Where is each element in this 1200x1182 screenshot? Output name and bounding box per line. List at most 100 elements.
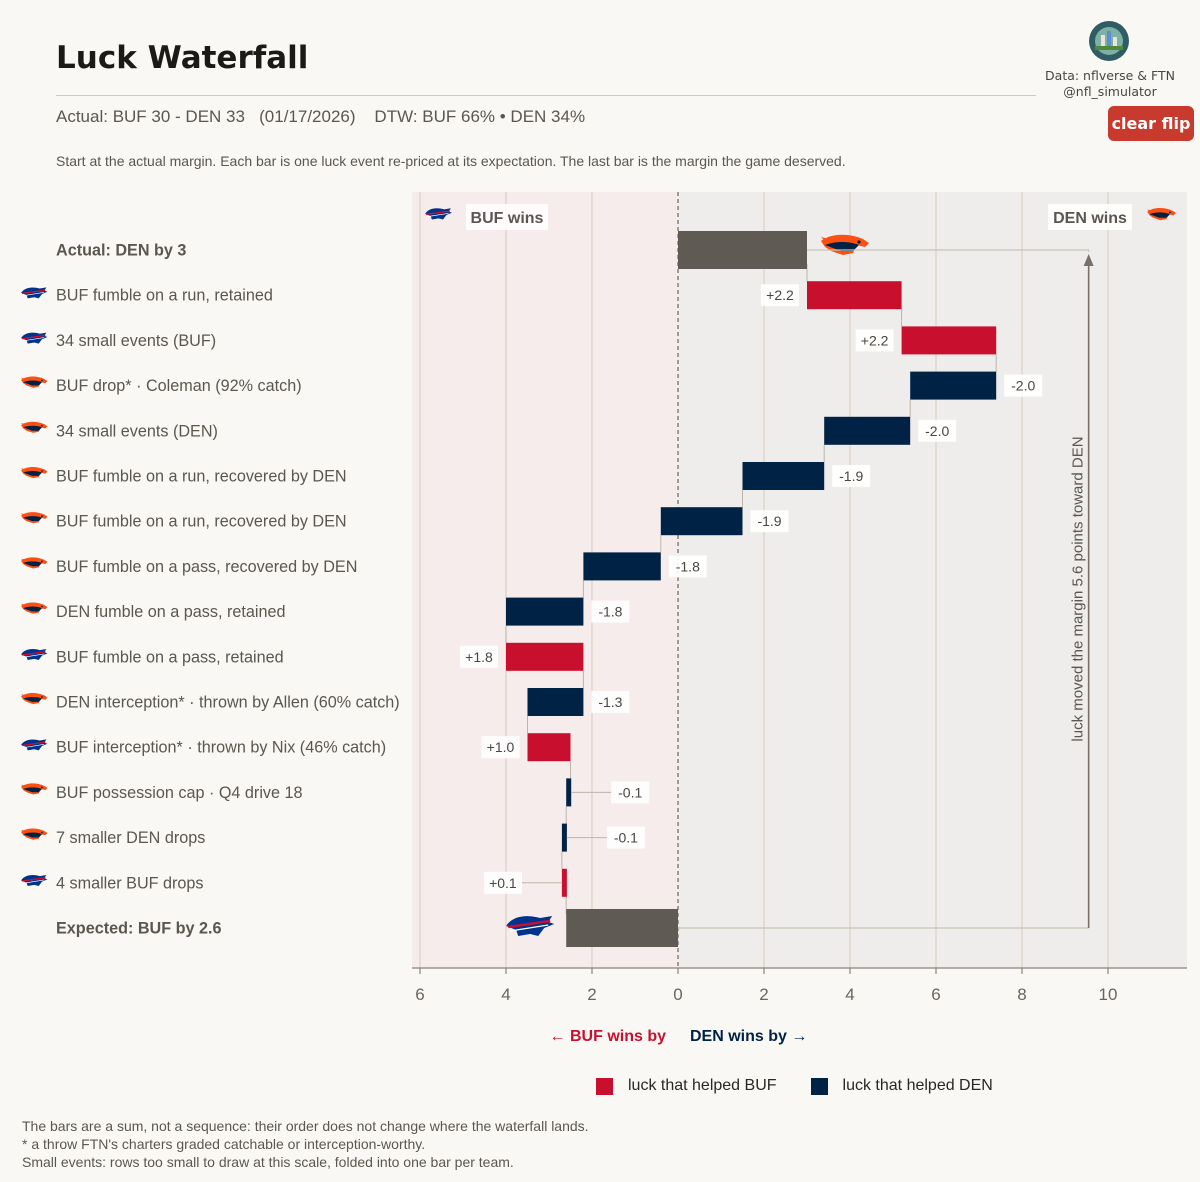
step-bar — [506, 642, 584, 671]
author-handle: @nfl_simulator — [1063, 84, 1157, 99]
delta-label: -2.0 — [1011, 378, 1035, 394]
chart-title: Luck Waterfall — [56, 40, 309, 76]
legend-label-den: luck that helped DEN — [842, 1077, 993, 1094]
delta-label: +1.8 — [465, 649, 493, 665]
x-tick-label: 2 — [587, 985, 596, 1004]
grid-lines — [419, 192, 1109, 968]
step-row-label: DEN interception* · thrown by Allen (60%… — [56, 694, 400, 712]
delta-label-bg — [483, 871, 522, 894]
bars: +2.2 +2.2 -2.0 -2.0 -1.9 -1.9 -1.8 -1.8 +1.8 -1.3… — [460, 231, 1043, 947]
row-labels: BUF wins DEN wins Actual: DEN by 3 BUF fumb… — [21, 204, 1176, 938]
x-tick-label: 6 — [931, 985, 940, 1004]
x-tick-label: 10 — [1099, 985, 1118, 1004]
delta-label-bg — [668, 555, 707, 578]
broncos-row-icon — [21, 783, 48, 795]
annotation: luck moved the margin 5.6 points toward … — [678, 249, 1094, 929]
step-row-label: 4 smaller BUF drops — [56, 874, 204, 892]
legend-swatch-buf — [596, 1077, 613, 1095]
data-source-credit: Data: nflverse & FTN @nfl_simulator — [1020, 68, 1200, 100]
den-wins-tag-bg — [1048, 204, 1132, 230]
x-tick-label: 8 — [1017, 985, 1026, 1004]
step-bar — [561, 868, 567, 897]
delta-label: +2.2 — [861, 332, 889, 348]
step-bar — [910, 371, 997, 400]
step-row-label: BUF fumble on a pass, recovered by DEN — [56, 558, 357, 576]
broncos-row-icon — [21, 692, 48, 705]
step-row-label: BUF interception* · thrown by Nix (46% c… — [56, 739, 386, 757]
annotation-top-bracket — [807, 249, 1090, 252]
delta-label: -1.9 — [839, 468, 863, 484]
x-tick-label: 2 — [759, 985, 768, 1004]
start-bar — [678, 231, 807, 269]
end-row-label: Expected: BUF by 2.6 — [56, 920, 222, 938]
broncos-row-icon — [21, 466, 48, 479]
step-row-label: BUF fumble on a run, recovered by DEN — [56, 468, 347, 486]
x-tick-label: 4 — [501, 985, 510, 1004]
delta-label: -1.3 — [598, 694, 622, 710]
bar-connectors — [505, 264, 997, 914]
x-axis-label-buf: ← BUF wins by — [550, 1028, 667, 1045]
step-bar — [742, 462, 825, 490]
nfl-simulator-logo — [1089, 21, 1129, 61]
step-row-label: 34 small events (BUF) — [56, 332, 216, 350]
broncos-row-icon — [21, 421, 48, 433]
annotation-arrowhead — [1083, 254, 1094, 266]
delta-label: -1.9 — [757, 513, 781, 529]
legend-item-buf: luck that helped BUF — [596, 1077, 777, 1095]
footnote-1: The bars are a sum, not a sequence: thei… — [22, 1118, 589, 1134]
footnote-2: * a throw FTN's charters graded catchabl… — [22, 1136, 426, 1152]
data-source-text: Data: nflverse & FTN — [1045, 68, 1175, 83]
legend-label-buf: luck that helped BUF — [628, 1077, 777, 1094]
legend-item-den: luck that helped DEN — [810, 1077, 993, 1095]
bills-endpoint-logo-icon — [506, 916, 555, 936]
delta-label: -1.8 — [598, 604, 622, 620]
buf-wins-zone-label: BUF wins — [471, 210, 544, 227]
x-axis: 6 4 2 0 2 4 6 8 10 ← BUF wins by DEN wins by → — [412, 967, 1187, 1045]
step-row-label: BUF fumble on a run, retained — [56, 287, 273, 305]
broncos-row-icon — [21, 828, 48, 840]
clear-flip-button[interactable]: clear flip — [1108, 106, 1194, 141]
den-wins-zone — [678, 192, 1187, 968]
broncos-row-icon — [21, 512, 48, 524]
step-row-label: 7 smaller DEN drops — [56, 829, 205, 847]
delta-label-bg — [591, 691, 630, 713]
bills-row-icon — [21, 332, 48, 344]
delta-label-bg — [606, 826, 645, 849]
delta-label-bg — [460, 645, 498, 668]
x-axis-label-den: DEN wins by → — [690, 1028, 807, 1045]
delta-label-bg — [855, 329, 894, 352]
legend-swatch-den — [810, 1077, 828, 1095]
step-bar — [506, 597, 584, 626]
step-bar — [660, 507, 743, 536]
bills-row-icon — [21, 739, 48, 751]
waterfall-chart: +2.2 +2.2 -2.0 -2.0 -1.9 -1.9 -1.8 -1.8 +1.8 -1.3… — [21, 192, 1187, 1045]
delta-label-bg — [481, 736, 520, 759]
delta-label: -0.1 — [618, 784, 642, 800]
game-subtitle: Actual: BUF 30 - DEN 33 (01/17/2026) DTW… — [56, 107, 586, 126]
chart-description: Start at the actual margin. Each bar is … — [56, 153, 846, 169]
delta-label: -0.1 — [614, 830, 638, 846]
delta-label-bg — [611, 781, 650, 804]
title-divider — [56, 95, 1036, 96]
step-bar — [561, 823, 567, 852]
broncos-row-icon — [21, 602, 48, 614]
delta-label-bg — [1004, 374, 1043, 397]
den-wins-zone-label: DEN wins — [1053, 210, 1127, 227]
delta-label: +2.2 — [766, 287, 794, 303]
bills-row-icon — [21, 875, 48, 886]
step-bar — [824, 416, 911, 445]
delta-label: -1.8 — [676, 558, 700, 574]
start-row-label: Actual: DEN by 3 — [56, 242, 186, 260]
step-bar — [583, 552, 661, 581]
x-tick-label: 0 — [673, 985, 682, 1004]
step-bar — [807, 281, 902, 310]
end-bar — [566, 909, 678, 947]
step-bar — [527, 688, 584, 716]
step-bar — [527, 733, 571, 762]
step-bar — [901, 326, 997, 355]
step-row-label: BUF drop* · Coleman (92% catch) — [56, 377, 302, 395]
step-row-label: 34 small events (DEN) — [56, 422, 218, 440]
step-row-label: DEN fumble on a pass, retained — [56, 603, 285, 621]
legend: luck that helped BUF luck that helped DE… — [596, 1077, 1027, 1095]
annotation-text: luck moved the margin 5.6 points toward … — [1070, 436, 1087, 741]
